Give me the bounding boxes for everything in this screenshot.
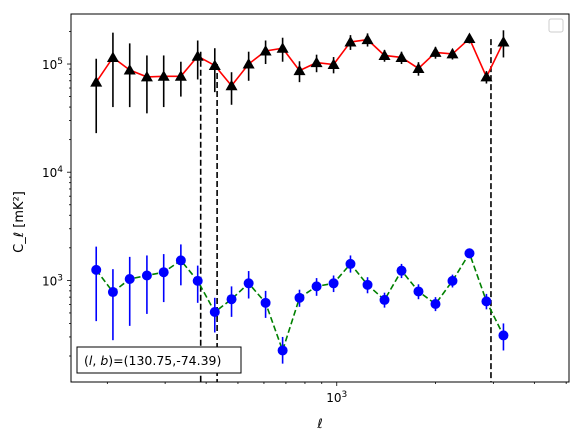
series-1-point-16 (362, 279, 373, 290)
series-1-point-10 (260, 297, 271, 308)
y-tick-label-2: 105 (42, 57, 63, 72)
x-tick-label: 103 (326, 390, 347, 405)
series-0-point-13 (310, 56, 323, 68)
series-0-point-14 (327, 58, 340, 69)
series-1-point-19 (413, 286, 424, 297)
series-0-point-4 (157, 70, 170, 81)
series-1-point-6 (192, 275, 203, 286)
series-1-point-17 (379, 294, 390, 305)
series-1-point-20 (430, 298, 441, 309)
series-0-point-17 (378, 49, 391, 60)
series-0-point-11 (276, 42, 289, 53)
series-1-point-14 (328, 278, 339, 289)
series-0-point-22 (463, 32, 476, 44)
annotation-box: (l, b)=(130.75,-74.39) (76, 346, 242, 374)
series-0-point-21 (446, 47, 459, 59)
series-1-point-8 (226, 294, 237, 305)
series-0-point-5 (174, 70, 187, 81)
series-1-point-22 (464, 248, 475, 259)
series-0-point-2 (123, 64, 136, 75)
series-0-point-0 (90, 76, 103, 87)
series-1-point-4 (158, 267, 169, 278)
series-1-point-11 (277, 345, 288, 356)
series-1-point-7 (209, 307, 220, 318)
y-tick-label-1: 104 (42, 165, 63, 180)
series-1-point-0 (91, 264, 102, 275)
series-1-point-21 (447, 275, 458, 286)
series-1-point-12 (294, 292, 305, 303)
legend-box (548, 18, 564, 33)
plot-frame (70, 13, 570, 383)
series-1-point-3 (141, 270, 152, 281)
x-axis-label: ℓ (316, 417, 322, 432)
series-1-point-13 (311, 281, 322, 292)
series-0-point-9 (242, 58, 255, 69)
annotation-text: (l, b)=(130.75,-74.39) (84, 353, 221, 368)
series-0-point-3 (140, 70, 153, 82)
series-1-point-23 (481, 296, 492, 307)
series-0-point-7 (208, 59, 221, 70)
series-1-point-5 (175, 255, 186, 266)
series-0-point-20 (429, 46, 442, 57)
series-0-point-24 (497, 35, 510, 47)
series-0-point-23 (480, 70, 493, 82)
y-tick-label-0: 103 (42, 273, 63, 288)
series-0-point-10 (259, 44, 272, 56)
series-0-point-1 (106, 51, 119, 62)
annotation-frame (76, 346, 242, 374)
series-0-point-18 (395, 51, 408, 62)
series-0-point-8 (225, 79, 238, 91)
series-0-point-16 (361, 33, 374, 45)
series-1-point-9 (243, 278, 254, 289)
series-0-point-12 (293, 64, 306, 76)
series-1-point-24 (498, 330, 509, 341)
series-1-point-2 (124, 273, 135, 284)
series-0-point-19 (412, 62, 425, 73)
series-1-point-1 (107, 287, 118, 298)
series-1-point-15 (345, 258, 356, 269)
series-1-point-18 (396, 265, 407, 276)
series-0-point-15 (344, 35, 357, 47)
series-0-point-6 (191, 50, 204, 61)
y-axis-label: C_ℓ [mK²] (12, 191, 27, 253)
